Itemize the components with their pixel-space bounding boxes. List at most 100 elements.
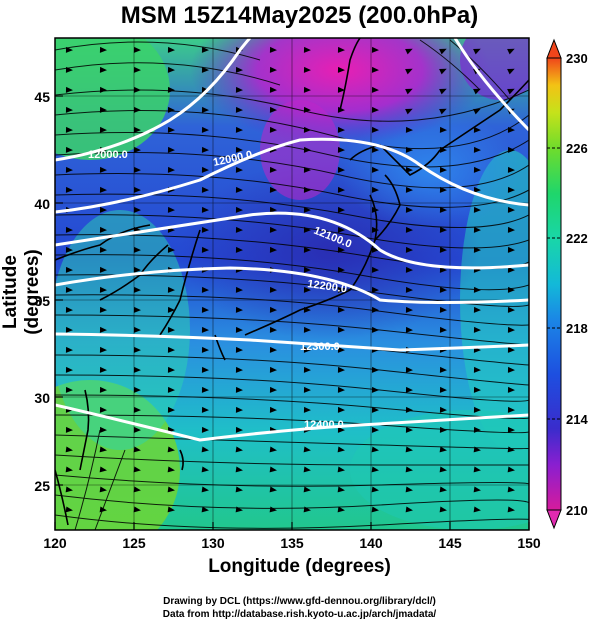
colorbar-lower-arrow (546, 509, 562, 530)
wind-arrow (65, 86, 73, 93)
wind-arrow (235, 406, 243, 413)
wind-arrow (99, 206, 107, 213)
wind-arrow (507, 146, 515, 153)
wind-arrow (371, 426, 379, 433)
wind-arrow (337, 226, 345, 233)
wind-arrow (235, 126, 243, 133)
wind-arrow (303, 506, 311, 513)
wind-arrow (167, 366, 175, 373)
wind-arrows (65, 46, 515, 513)
wind-arrow (99, 266, 107, 273)
wind-arrow (337, 386, 345, 393)
wind-arrow (99, 86, 107, 93)
wind-arrow (473, 326, 481, 333)
wind-arrow (269, 446, 277, 453)
wind-arrow (269, 326, 277, 333)
wind-arrow (235, 366, 243, 373)
wind-arrow (133, 126, 141, 133)
wind-arrow (473, 108, 481, 115)
wind-arrow (303, 206, 311, 213)
wind-arrow (439, 48, 447, 55)
wind-arrow (133, 86, 141, 93)
wind-arrow (269, 506, 277, 513)
wind-arrow (439, 186, 447, 193)
wind-arrow (371, 126, 379, 133)
wind-arrow (235, 466, 243, 473)
wind-arrow (235, 426, 243, 433)
wind-arrow (303, 126, 311, 133)
wind-arrow (235, 346, 243, 353)
wind-arrow (303, 406, 311, 413)
wind-arrow (167, 146, 175, 153)
wind-arrow (507, 406, 515, 413)
wind-arrow (65, 466, 73, 473)
wind-arrow (201, 106, 209, 113)
wind-arrow (99, 106, 107, 113)
wind-arrow (133, 166, 141, 173)
wind-arrow (99, 366, 107, 373)
wind-arrow (473, 466, 481, 473)
wind-arrow (473, 186, 481, 193)
wind-arrow (473, 206, 481, 213)
wind-arrow (507, 226, 515, 233)
wind-arrow (99, 126, 107, 133)
wind-arrow (99, 506, 107, 513)
wind-arrow (405, 426, 413, 433)
wind-arrow (337, 486, 345, 493)
wind-arrow (99, 486, 107, 493)
wind-arrow (405, 406, 413, 413)
wind-arrow (99, 166, 107, 173)
wind-arrow (473, 446, 481, 453)
wind-arrow (201, 506, 209, 513)
wind-arrow (133, 286, 141, 293)
wind-arrow (507, 286, 515, 293)
wind-arrow (439, 466, 447, 473)
wind-arrow (473, 126, 481, 133)
wind-arrow (235, 166, 243, 173)
wind-arrow (303, 366, 311, 373)
wind-arrow (269, 206, 277, 213)
x-tick-label: 135 (280, 535, 304, 551)
wind-arrow (201, 346, 209, 353)
contour-label: 12300.0 (300, 341, 340, 353)
wind-arrow (269, 86, 277, 93)
wind-arrow (201, 286, 209, 293)
wind-arrow (235, 506, 243, 513)
wind-arrow (269, 186, 277, 193)
wind-arrow (133, 266, 141, 273)
wind-arrow (65, 326, 73, 333)
colorbar: 230 226 222 218 214 210 (546, 38, 588, 530)
wind-arrow (473, 146, 481, 153)
wind-arrow (439, 246, 447, 253)
wind-arrow (337, 406, 345, 413)
wind-arrow (167, 446, 175, 453)
wind-arrow (269, 66, 277, 73)
wind-arrow (99, 66, 107, 73)
wind-arrow (201, 426, 209, 433)
wind-arrow (371, 66, 379, 73)
wind-arrow (405, 48, 413, 55)
wind-arrow (303, 466, 311, 473)
wind-arrow (133, 486, 141, 493)
wind-arrow (439, 88, 447, 95)
wind-arrow (201, 446, 209, 453)
wind-arrow (439, 286, 447, 293)
wind-arrow (269, 466, 277, 473)
wind-arrow (439, 108, 447, 115)
wind-arrow (201, 466, 209, 473)
wind-arrow (371, 286, 379, 293)
wind-arrow (337, 366, 345, 373)
wind-arrow (507, 486, 515, 493)
wind-arrow (405, 146, 413, 153)
wind-arrow (167, 326, 175, 333)
wind-arrow (371, 326, 379, 333)
wind-arrow (337, 126, 345, 133)
wind-arrow (337, 506, 345, 513)
wind-arrow (133, 346, 141, 353)
x-tick-label: 120 (43, 535, 67, 551)
wind-arrow (65, 426, 73, 433)
wind-arrow (473, 166, 481, 173)
wind-arrow (303, 46, 311, 53)
wind-arrow (439, 326, 447, 333)
wind-arrow (303, 106, 311, 113)
